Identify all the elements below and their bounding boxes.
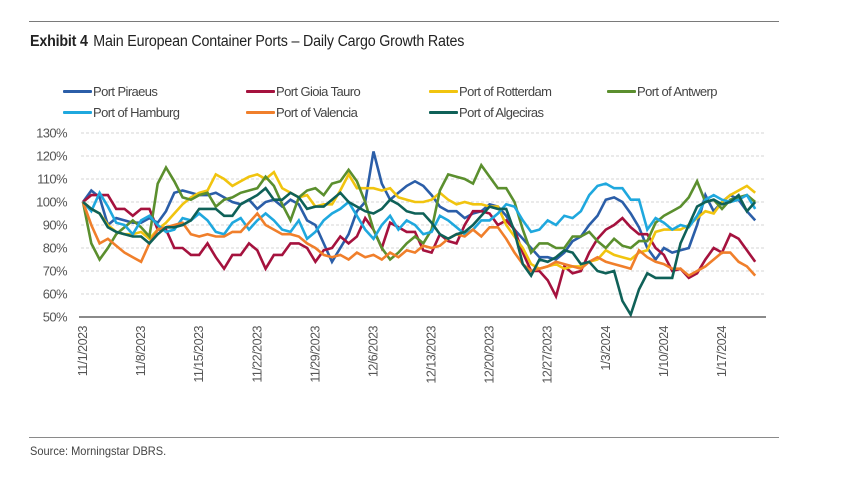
bottom-rule	[29, 437, 779, 438]
source-note: Source: Morningstar DBRS.	[30, 444, 167, 458]
y-axis-ticks: 50% 60% 70% 80% 90% 100% 110% 120% 130%	[36, 126, 68, 325]
legend-label: Port of Algeciras	[459, 105, 544, 120]
series-line-port-of-antwerp	[81, 162, 757, 262]
legend-swatch	[63, 111, 92, 114]
x-tick-label: 1/10/2024	[657, 325, 671, 377]
legend-swatch	[246, 111, 275, 114]
legend-swatch	[429, 111, 458, 114]
legend-label: Port of Hamburg	[93, 105, 180, 120]
chart-title: Exhibit 4 Main European Container Ports –…	[30, 33, 464, 51]
legend-item: Port of Hamburg	[63, 105, 180, 120]
series-line-port-of-valencia	[81, 201, 757, 278]
x-tick-label: 12/6/2023	[366, 325, 380, 377]
series-line-port-of-hamburg	[82, 182, 757, 241]
x-tick-label: 11/29/2023	[308, 325, 322, 382]
y-tick-label: 80%	[43, 241, 68, 256]
legend-label: Port Piraeus	[93, 84, 158, 99]
x-tick-label: 11/1/2023	[76, 325, 90, 376]
legend-item: Port of Antwerp	[607, 84, 717, 99]
series-line-port-of-algeciras	[82, 186, 757, 318]
top-rule	[29, 21, 779, 22]
y-tick-label: 130%	[36, 126, 68, 141]
legend-item: Port of Valencia	[246, 105, 358, 120]
x-axis-ticks: 11/1/2023 11/8/2023 11/15/2023 11/22/2023 11…	[76, 325, 729, 383]
legend-label: Port Gioia Tauro	[276, 84, 361, 99]
legend-item: Port of Algeciras	[429, 105, 544, 120]
series-line-port-gioia-tauro	[82, 193, 757, 300]
series-lines	[81, 151, 757, 318]
x-tick-label: 11/22/2023	[250, 325, 264, 382]
legend-swatch	[607, 90, 636, 93]
series-line-port-of-rotterdam	[82, 170, 757, 271]
legend-swatch	[429, 90, 458, 93]
exhibit-label: Exhibit 4	[30, 33, 88, 50]
legend-swatch	[246, 90, 275, 93]
legend-label: Port of Valencia	[276, 105, 358, 120]
x-tick-label: 1/17/2024	[715, 325, 729, 377]
x-tick-label: 11/8/2023	[134, 325, 148, 376]
x-tick-label: 12/13/2023	[425, 325, 439, 383]
legend-item: Port Piraeus	[63, 84, 158, 99]
y-tick-label: 120%	[36, 149, 68, 164]
y-tick-label: 100%	[36, 195, 68, 210]
x-tick-label: 11/15/2023	[192, 325, 206, 382]
legend-swatch	[63, 90, 92, 93]
y-tick-label: 60%	[43, 287, 68, 302]
y-tick-label: 90%	[43, 218, 68, 233]
legend-label: Port of Antwerp	[637, 84, 717, 99]
legend-item: Port Gioia Tauro	[246, 84, 361, 99]
y-tick-label: 70%	[43, 264, 68, 279]
x-tick-label: 1/3/2024	[599, 325, 613, 370]
x-tick-label: 12/20/2023	[483, 325, 497, 383]
legend-item: Port of Rotterdam	[429, 84, 552, 99]
title-text: Main European Container Ports – Daily Ca…	[93, 33, 465, 50]
y-tick-label: 50%	[43, 310, 68, 325]
y-tick-label: 110%	[37, 172, 68, 187]
legend-label: Port of Rotterdam	[459, 84, 552, 99]
x-tick-label: 12/27/2023	[541, 325, 555, 383]
